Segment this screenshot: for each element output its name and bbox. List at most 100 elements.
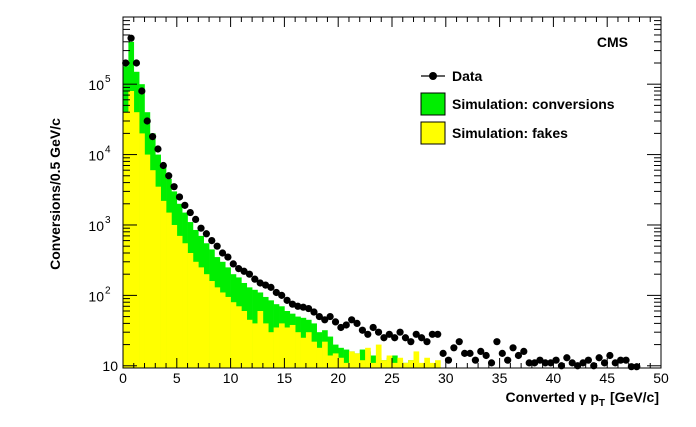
data-point [595, 354, 603, 362]
data-point [563, 354, 571, 362]
fakes-bar [268, 332, 274, 368]
data-point [391, 334, 399, 342]
data-point [143, 117, 151, 125]
fakes-bar [348, 351, 355, 368]
fakes-bar [252, 323, 258, 368]
x-tick-label: 35 [492, 370, 508, 386]
fakes-bar [214, 287, 221, 368]
data-point [477, 347, 485, 356]
x-axis-label-unit: [GeV/c] [610, 389, 659, 405]
fakes-bar [241, 310, 248, 368]
data-point [159, 161, 167, 170]
data-point [165, 172, 173, 180]
data-point [283, 296, 291, 304]
fakes-bar [332, 353, 339, 368]
fakes-bar [343, 362, 350, 368]
fakes-bar [397, 357, 404, 368]
x-axis-label-subscript: T [599, 398, 605, 409]
fakes-bar [166, 212, 172, 368]
fakes-bar [375, 344, 382, 368]
y-tick-label-exponent: 5 [105, 74, 111, 85]
data-point [385, 330, 393, 338]
data-point [305, 304, 313, 313]
data-point [175, 193, 184, 201]
data-point [541, 359, 549, 367]
data-point [611, 359, 619, 367]
legend-fakes-label: Simulation: fakes [452, 125, 568, 141]
data-point [455, 338, 463, 346]
fakes-bar [316, 347, 323, 368]
fakes-bar [133, 112, 140, 368]
fakes-bar [257, 310, 264, 368]
fakes-bar [435, 360, 441, 368]
legend-fakes-swatch [420, 121, 446, 145]
fakes-bar [187, 252, 194, 368]
data-point [208, 236, 216, 245]
legend-conversions-swatch [420, 92, 446, 116]
data-point [622, 356, 630, 364]
data-point [202, 230, 210, 238]
x-tick-label: 10 [223, 370, 239, 386]
fakes-bar [284, 327, 291, 368]
data-point [278, 291, 286, 299]
x-axis-label-main: Converted γ p [506, 389, 599, 405]
data-point [374, 328, 383, 336]
fakes-bar [418, 362, 425, 368]
data-point [342, 321, 350, 329]
data-point [181, 201, 189, 209]
fakes-bar [370, 362, 377, 368]
data-point [326, 312, 334, 321]
fakes-bar [429, 362, 436, 368]
data-point [380, 334, 388, 342]
data-point [310, 308, 318, 316]
data-point [138, 87, 146, 95]
x-tick-label: 30 [438, 370, 454, 386]
data-point [337, 323, 345, 332]
fakes-bar [225, 296, 231, 368]
y-tick-label-exponent: 3 [105, 215, 111, 226]
fakes-bar [300, 337, 307, 368]
fakes-bar [424, 357, 430, 368]
data-point [504, 356, 512, 364]
fakes-bar [155, 186, 161, 368]
cms-annotation: CMS [597, 34, 628, 50]
legend-data-marker [429, 72, 437, 80]
data-point [315, 312, 323, 321]
fakes-bar [311, 341, 317, 368]
fakes-bar [392, 362, 398, 368]
data-point [498, 349, 506, 357]
conversions-bar [370, 355, 377, 368]
data-point [514, 351, 523, 360]
data-point [192, 215, 200, 224]
fakes-bar [176, 235, 183, 368]
fakes-bar [327, 355, 334, 368]
fakes-bar [123, 112, 129, 368]
data-point [450, 344, 458, 352]
x-axis-label: Converted γ pT [GeV/c] [506, 389, 659, 409]
data-point [197, 224, 205, 232]
fakes-bar [273, 327, 280, 368]
conversions-bar [343, 349, 350, 368]
legend-data-label: Data [452, 68, 483, 84]
data-point [148, 133, 157, 141]
y-tick-label: 10 [88, 148, 104, 164]
data-point [461, 349, 469, 357]
data-point [600, 359, 609, 367]
fakes-bar [262, 323, 269, 368]
data-point [579, 359, 587, 367]
data-point [547, 359, 555, 367]
data-point [132, 59, 141, 67]
data-point [520, 347, 528, 356]
data-point [493, 338, 501, 346]
data-point [530, 359, 539, 367]
data-point [434, 330, 442, 338]
data-point [294, 302, 302, 310]
conversions-bar [359, 349, 366, 368]
legend-conversions-label: Simulation: conversions [452, 96, 615, 112]
legend: Data Simulation: conversions Simulation:… [420, 68, 615, 145]
data-point [272, 288, 280, 297]
data-point [245, 270, 254, 278]
fakes-bar [279, 323, 285, 368]
